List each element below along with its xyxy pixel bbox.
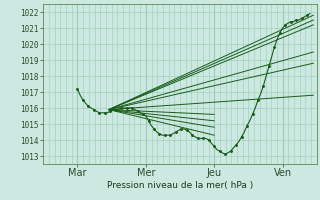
X-axis label: Pression niveau de la mer( hPa ): Pression niveau de la mer( hPa ): [107, 181, 253, 190]
